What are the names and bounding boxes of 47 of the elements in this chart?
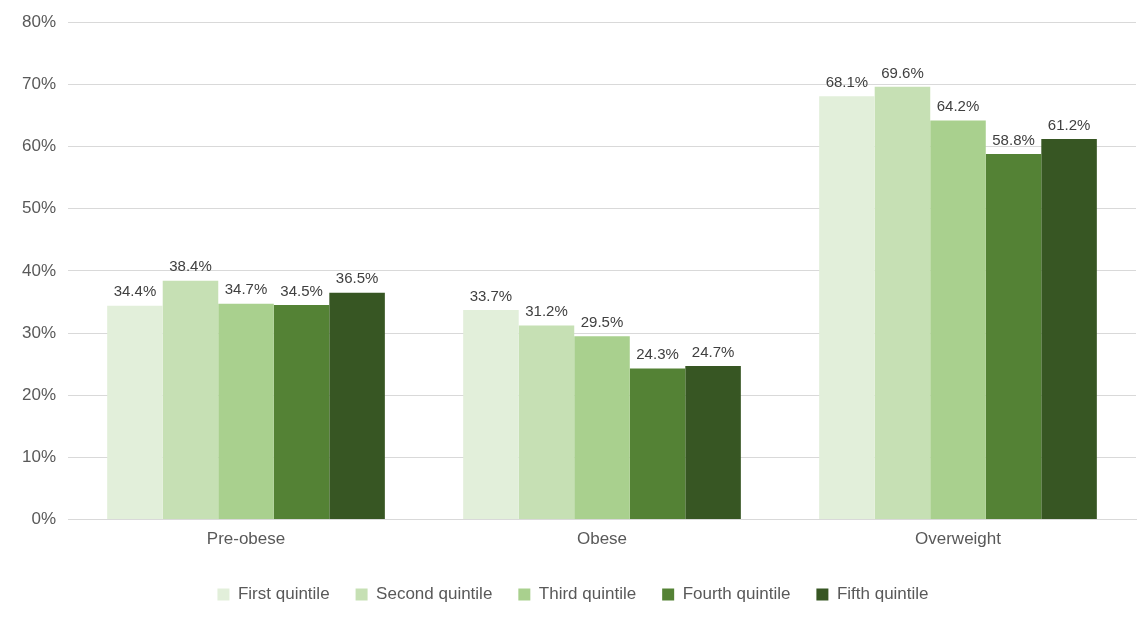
data-label: 24.3% bbox=[636, 345, 679, 363]
bar bbox=[1041, 139, 1097, 520]
data-label: 69.6% bbox=[881, 63, 924, 81]
data-label: 38.4% bbox=[169, 257, 212, 275]
bar bbox=[218, 303, 274, 520]
legend-label: Second quintile bbox=[376, 584, 493, 604]
bar bbox=[819, 96, 875, 520]
x-tick-label: Pre-obese bbox=[206, 529, 286, 549]
data-label: 58.8% bbox=[992, 130, 1035, 148]
bar bbox=[273, 305, 330, 520]
y-tick-label: 30% bbox=[21, 322, 57, 342]
bar bbox=[329, 292, 385, 520]
bar bbox=[985, 154, 1042, 520]
legend-label: Fourth quintile bbox=[682, 584, 791, 604]
bar bbox=[685, 366, 741, 520]
data-label: 68.1% bbox=[825, 72, 869, 90]
data-label: 34.5% bbox=[280, 281, 323, 299]
bar bbox=[107, 305, 163, 520]
bar bbox=[930, 120, 986, 520]
data-label: 36.5% bbox=[335, 269, 379, 287]
data-label: 64.2% bbox=[936, 97, 980, 115]
y-tick-label: 50% bbox=[21, 198, 57, 218]
bar bbox=[162, 280, 219, 520]
data-label: 31.2% bbox=[525, 302, 568, 320]
data-label: 33.7% bbox=[469, 286, 513, 304]
data-label: 29.5% bbox=[580, 312, 624, 330]
bar bbox=[463, 310, 519, 520]
data-label: 24.7% bbox=[691, 342, 735, 360]
y-tick-label: 60% bbox=[21, 136, 57, 156]
x-tick-label: Overweight bbox=[915, 529, 1002, 549]
legend-label: First quintile bbox=[237, 584, 330, 604]
x-tick-label: Obese bbox=[576, 529, 628, 549]
y-tick-label: 10% bbox=[21, 447, 57, 467]
data-label: 34.7% bbox=[224, 280, 268, 298]
y-tick-label: 20% bbox=[21, 384, 57, 404]
bar bbox=[874, 86, 931, 520]
data-label: 61.2% bbox=[1047, 115, 1091, 133]
y-tick-label: 70% bbox=[21, 74, 57, 94]
bar bbox=[574, 336, 630, 520]
y-tick-label: 40% bbox=[21, 260, 57, 280]
legend-label: Third quintile bbox=[538, 584, 637, 604]
y-tick-label: 0% bbox=[31, 509, 57, 529]
bar bbox=[629, 368, 686, 520]
bar bbox=[518, 325, 575, 520]
data-label: 34.4% bbox=[113, 282, 157, 300]
legend-label: Fifth quintile bbox=[836, 584, 929, 604]
y-tick-label: 80% bbox=[21, 11, 57, 31]
